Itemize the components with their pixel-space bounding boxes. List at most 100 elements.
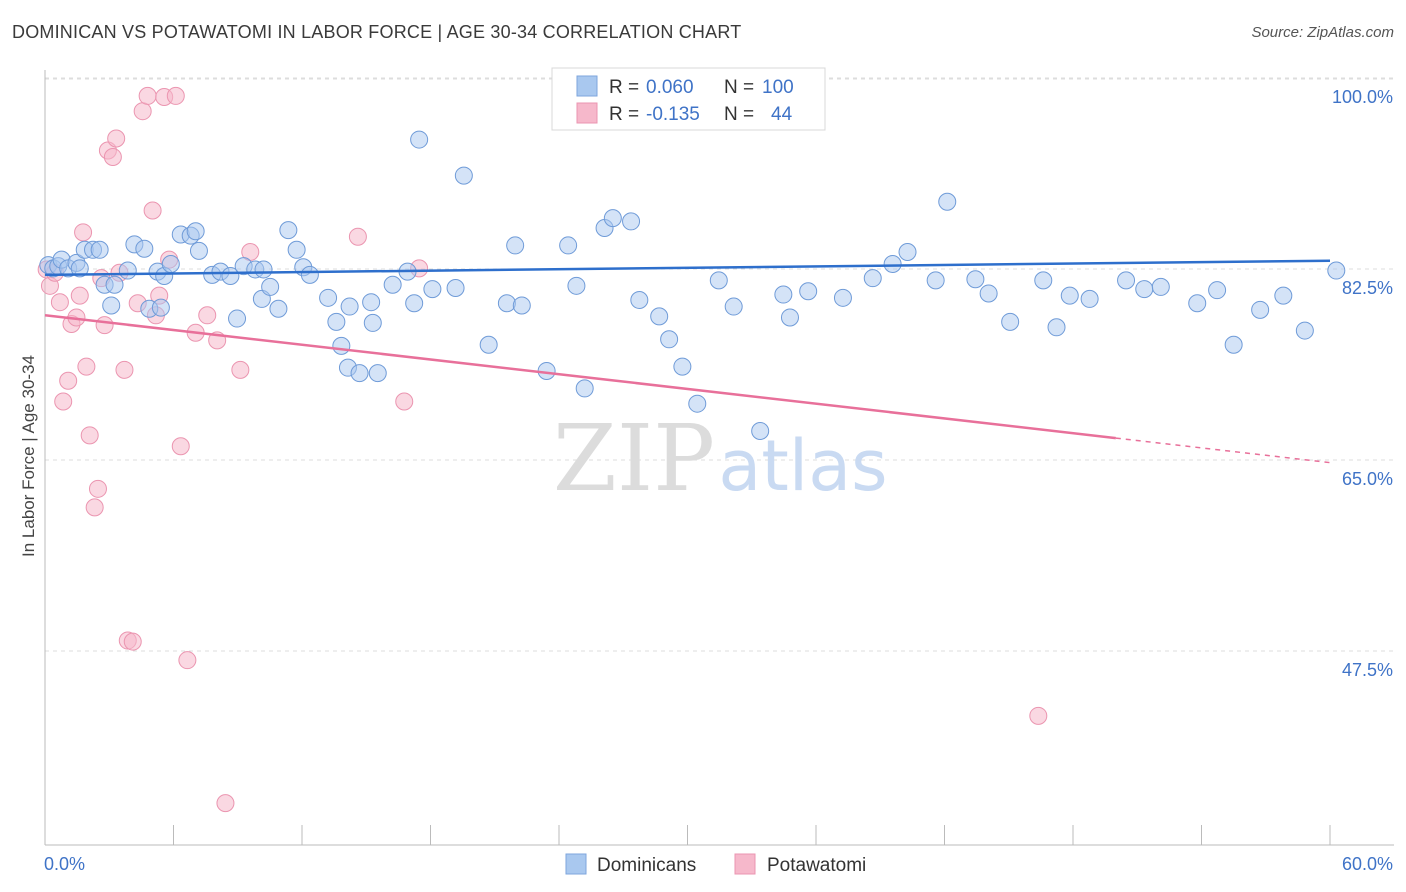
legend-n-label-1: N =: [724, 77, 754, 98]
dominicans-point-39: [319, 288, 338, 307]
dominicans-point-76: [799, 282, 818, 301]
potawatomi-regression-line: [44, 314, 1116, 440]
potawatomi-point-25: [138, 86, 157, 105]
potawatomi-point-5: [59, 371, 78, 390]
bottom-legend-label-dominicans: Dominicans: [597, 855, 696, 876]
dominicans-regression-line: [44, 259, 1331, 277]
dominicans-point-33: [261, 277, 280, 296]
dominicans-point-15: [135, 239, 154, 258]
legend-swatch-potawatomi: [576, 102, 598, 124]
dominicans-point-77: [833, 288, 852, 307]
potawatomi-point-37: [216, 794, 235, 813]
potawatomi-point-9: [74, 223, 93, 242]
series-legend: Dominicans Potawatomi: [565, 853, 866, 876]
dominicans-point-61: [567, 276, 586, 295]
dominicans-point-81: [926, 271, 945, 290]
dominicans-point-54: [454, 166, 473, 185]
dominicans-point-47: [368, 364, 387, 383]
x-tick-labels: 0.0% 60.0%: [44, 854, 1393, 874]
dominicans-point-72: [724, 297, 743, 316]
dominicans-point-69: [673, 357, 692, 376]
legend-r-label-2: R =: [609, 104, 639, 125]
potawatomi-point-15: [95, 316, 114, 335]
dominicans-point-11: [102, 296, 121, 315]
potawatomi-point-35: [198, 306, 217, 325]
dominicans-point-99: [1327, 261, 1346, 280]
dominicans-point-28: [228, 309, 247, 328]
dominicans-point-71: [709, 271, 728, 290]
potawatomi-point-11: [80, 426, 99, 445]
source-label: Source: ZipAtlas.com: [1251, 24, 1394, 41]
axes: [44, 70, 1394, 846]
dominicans-point-92: [1151, 277, 1170, 296]
dominicans-point-56: [497, 294, 516, 313]
potawatomi-point-13: [88, 479, 107, 498]
dominicans-point-65: [622, 212, 641, 231]
dominicans-point-58: [512, 296, 531, 315]
bottom-legend-label-potawatomi: Potawatomi: [767, 855, 866, 876]
dominicans-point-32: [254, 260, 273, 279]
dominicans-point-79: [883, 254, 902, 273]
dominicans-point-41: [332, 336, 351, 355]
legend-n-value-1: 100: [762, 77, 794, 98]
dominicans-point-89: [1080, 289, 1099, 308]
dominicans-point-95: [1224, 335, 1243, 354]
dominicans-point-93: [1188, 294, 1207, 313]
dominicans-point-50: [405, 294, 424, 313]
potawatomi-point-24: [133, 102, 152, 121]
dominicans-point-6: [70, 259, 89, 278]
potawatomi-point-12: [85, 498, 104, 517]
y-tick-label-1: 82.5%: [1342, 278, 1393, 298]
potawatomi-point-17: [103, 148, 122, 167]
potawatomi-point-4: [54, 392, 73, 411]
potawatomi-point-43: [1029, 706, 1048, 725]
x-tick-label-0: 0.0%: [44, 854, 85, 874]
bottom-legend-swatch-potawatomi: [734, 853, 756, 875]
dominicans-point-34: [269, 299, 288, 318]
correlation-legend: R = 0.060 N = 100 R = -0.135 N = 44: [551, 67, 826, 131]
dominicans-point-78: [863, 269, 882, 288]
dominicans-point-85: [1001, 312, 1020, 331]
dominicans-point-75: [780, 308, 799, 327]
legend-swatch-dominicans: [576, 75, 598, 97]
dominicans-point-83: [966, 270, 985, 289]
potawatomi-point-18: [107, 129, 126, 148]
dominicans-point-38: [300, 265, 319, 284]
dominicans-point-68: [660, 330, 679, 349]
y-tick-labels: 100.0% 82.5% 65.0% 47.5%: [1332, 87, 1393, 680]
potawatomi-point-40: [348, 227, 367, 246]
y-tick-label-0: 100.0%: [1332, 87, 1393, 107]
dominicans-point-74: [774, 285, 793, 304]
potawatomi-point-31: [166, 86, 185, 105]
potawatomi-point-33: [178, 651, 197, 670]
dominicans-point-73: [751, 421, 770, 440]
dominicans-point-43: [340, 297, 359, 316]
watermark-zip: ZIP: [553, 405, 715, 512]
dominicans-point-51: [410, 130, 429, 149]
dominicans-point-46: [363, 313, 382, 332]
regression-lines: [44, 259, 1331, 464]
dominicans-point-20: [161, 254, 180, 273]
legend-r-label-1: R =: [609, 77, 639, 98]
dominicans-point-60: [559, 236, 578, 255]
potawatomi-point-22: [123, 632, 142, 651]
dominicans-point-94: [1208, 281, 1227, 300]
dominicans-point-67: [650, 307, 669, 326]
potawatomi-point-32: [171, 437, 190, 456]
y-tick-label-3: 47.5%: [1342, 660, 1393, 680]
potawatomi-points: [37, 86, 1048, 813]
y-tick-label-2: 65.0%: [1342, 469, 1393, 489]
dominicans-point-87: [1047, 318, 1066, 337]
dominicans-point-70: [688, 394, 707, 413]
dominicans-point-57: [506, 236, 525, 255]
y-axis-label: In Labor Force | Age 30-34: [19, 355, 38, 557]
dominicans-point-40: [327, 312, 346, 331]
legend-r-value-1: 0.060: [646, 77, 694, 98]
legend-n-label-2: N =: [724, 104, 754, 125]
dominicans-point-86: [1034, 271, 1053, 290]
x-tick-label-1: 60.0%: [1342, 854, 1393, 874]
dominicans-point-48: [383, 275, 402, 294]
dominicans-point-55: [479, 335, 498, 354]
potawatomi-regression-extension: [1115, 437, 1331, 464]
dominicans-point-64: [603, 209, 622, 228]
